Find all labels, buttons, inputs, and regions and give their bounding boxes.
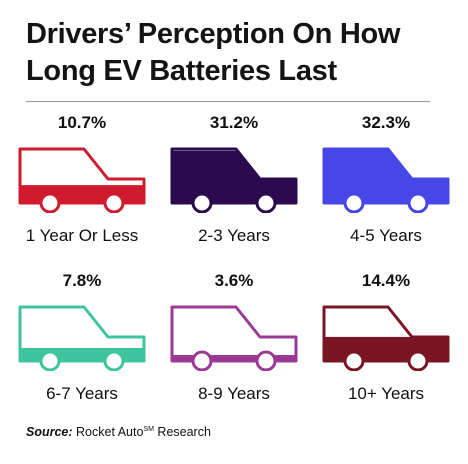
category-label: 2-3 Years xyxy=(198,226,270,245)
category-label: 1 Year Or Less xyxy=(25,226,139,245)
value-label: 32.3% xyxy=(361,113,411,132)
car-front-wheel xyxy=(407,350,429,371)
car-icon xyxy=(170,305,298,371)
title-line-1: Drivers’ Perception On How xyxy=(26,18,401,50)
category-label: 4-5 Years xyxy=(350,226,422,245)
car-body-outline xyxy=(170,147,298,205)
category-label: 8-9 Years xyxy=(198,384,270,403)
value-label: 3.6% xyxy=(214,271,254,290)
value-label: 7.8% xyxy=(62,271,102,290)
car-fill-level xyxy=(172,354,296,361)
value-label: 10.7% xyxy=(57,113,107,132)
car-front-wheel xyxy=(255,192,277,213)
car-front-wheel xyxy=(407,192,429,213)
car-body-outline xyxy=(170,305,298,363)
car-icon xyxy=(18,305,146,371)
title-divider xyxy=(26,101,430,102)
car-rear-wheel xyxy=(39,192,61,213)
source-label: Source: xyxy=(26,425,73,439)
car-body-outline xyxy=(322,147,450,205)
car-rear-wheel xyxy=(39,350,61,371)
car-body-outline xyxy=(322,305,450,363)
car-rear-wheel xyxy=(191,350,213,371)
chart-title: Drivers’ Perception On How Long EV Batte… xyxy=(26,16,446,90)
source-superscript: SM xyxy=(143,426,154,433)
source-name: Rocket Auto xyxy=(76,425,144,439)
value-label: 14.4% xyxy=(361,271,411,290)
car-icon xyxy=(170,147,298,213)
car-body-outline xyxy=(18,147,146,205)
car-front-wheel xyxy=(255,350,277,371)
title-line-2: Long EV Batteries Last xyxy=(26,55,337,87)
car-front-wheel xyxy=(103,350,125,371)
car-front-wheel xyxy=(103,192,125,213)
car-rear-wheel xyxy=(343,350,365,371)
car-rear-wheel xyxy=(343,192,365,213)
category-label: 10+ Years xyxy=(347,384,425,403)
value-label: 31.2% xyxy=(209,113,259,132)
source-suffix: Research xyxy=(157,425,211,439)
car-icon xyxy=(18,147,146,213)
category-label: 6-7 Years xyxy=(46,384,118,403)
car-icon xyxy=(322,147,450,213)
source-note: Source: Rocket AutoSM Research xyxy=(26,425,211,439)
car-fill-level xyxy=(324,149,448,203)
car-fill-level xyxy=(324,336,448,361)
car-icon xyxy=(322,305,450,371)
car-rear-wheel xyxy=(191,192,213,213)
car-body-outline xyxy=(18,305,146,363)
